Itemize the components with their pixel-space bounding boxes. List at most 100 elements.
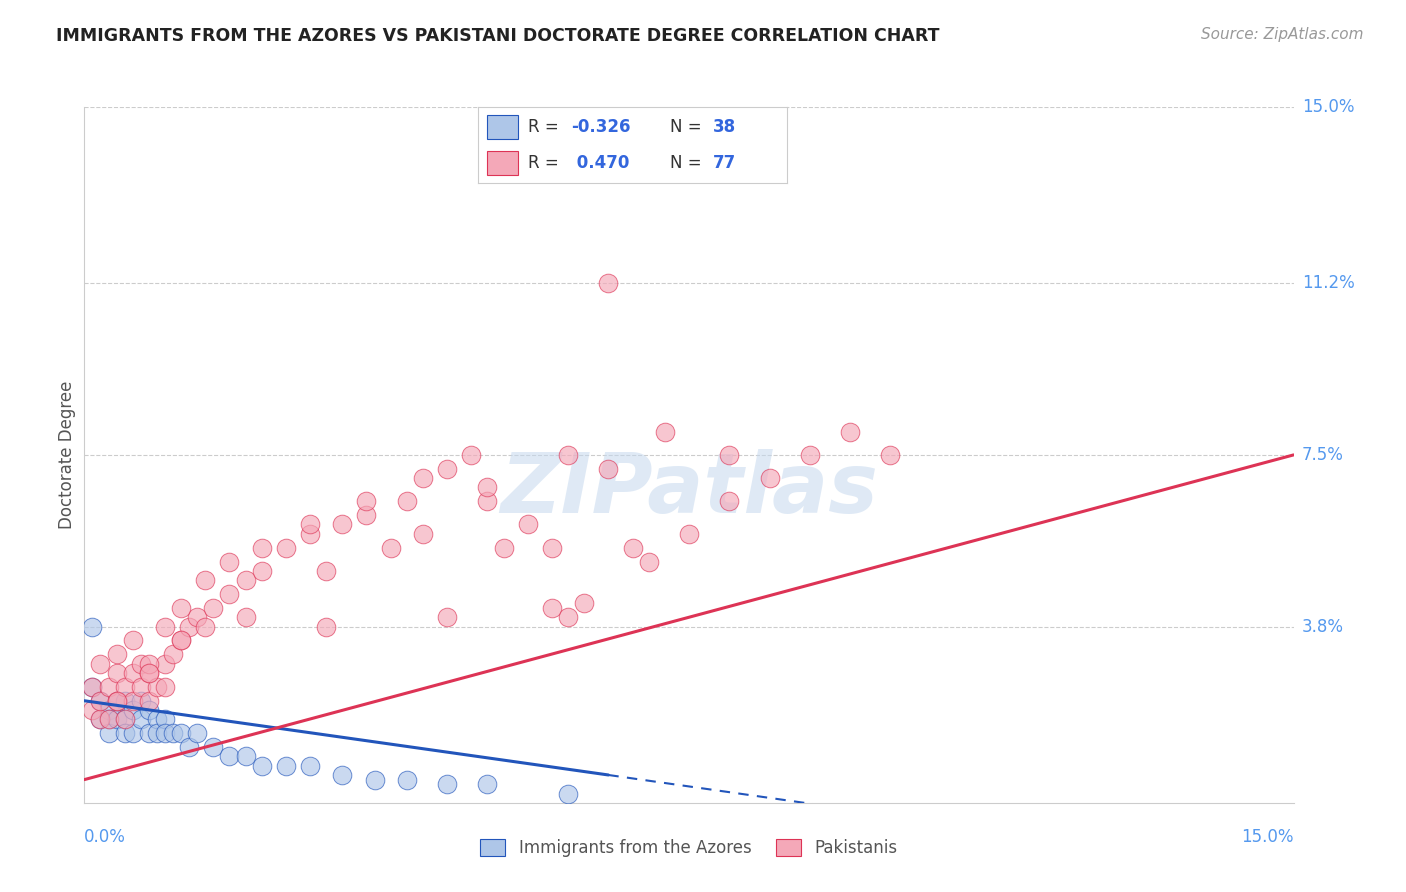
- Point: [138, 665, 160, 680]
- Point: [218, 555, 240, 569]
- Point: [129, 712, 152, 726]
- Point: [89, 657, 111, 671]
- Point: [557, 610, 579, 624]
- Point: [170, 633, 193, 648]
- Legend: Immigrants from the Azores, Pakistanis: Immigrants from the Azores, Pakistanis: [474, 832, 904, 864]
- Point: [97, 712, 120, 726]
- Point: [97, 726, 120, 740]
- Point: [412, 526, 434, 541]
- Y-axis label: Doctorate Degree: Doctorate Degree: [58, 381, 76, 529]
- Point: [718, 494, 741, 508]
- Point: [170, 633, 193, 648]
- Point: [138, 657, 160, 671]
- Text: N =: N =: [669, 118, 707, 136]
- Point: [114, 694, 136, 708]
- Point: [138, 694, 160, 708]
- Point: [557, 787, 579, 801]
- Point: [557, 448, 579, 462]
- Point: [97, 680, 120, 694]
- Point: [97, 712, 120, 726]
- Text: 15.0%: 15.0%: [1241, 828, 1294, 846]
- Point: [572, 596, 595, 610]
- Point: [162, 648, 184, 662]
- Point: [330, 517, 353, 532]
- Text: R =: R =: [527, 154, 564, 172]
- Point: [114, 712, 136, 726]
- Point: [89, 694, 111, 708]
- Point: [194, 619, 217, 633]
- Point: [299, 758, 322, 772]
- Text: 11.2%: 11.2%: [1302, 275, 1354, 293]
- Point: [299, 517, 322, 532]
- Point: [121, 726, 143, 740]
- Point: [250, 758, 273, 772]
- Point: [89, 712, 111, 726]
- Text: 0.0%: 0.0%: [84, 828, 127, 846]
- Point: [138, 703, 160, 717]
- Point: [274, 758, 297, 772]
- Text: 77: 77: [713, 154, 737, 172]
- Point: [82, 619, 104, 633]
- Text: -0.326: -0.326: [571, 118, 630, 136]
- Point: [621, 541, 644, 555]
- Point: [363, 772, 385, 787]
- Point: [516, 517, 538, 532]
- Point: [654, 425, 676, 439]
- Text: ZIPatlas: ZIPatlas: [501, 450, 877, 530]
- Point: [436, 462, 458, 476]
- Point: [637, 555, 659, 569]
- Text: 7.5%: 7.5%: [1302, 446, 1344, 464]
- Point: [879, 448, 901, 462]
- Text: 0.470: 0.470: [571, 154, 630, 172]
- Point: [170, 726, 193, 740]
- Point: [121, 633, 143, 648]
- Point: [179, 619, 201, 633]
- Point: [380, 541, 402, 555]
- Point: [186, 610, 208, 624]
- Point: [477, 494, 499, 508]
- Point: [250, 564, 273, 578]
- Point: [105, 665, 128, 680]
- Point: [839, 425, 862, 439]
- Point: [541, 541, 564, 555]
- Point: [179, 740, 201, 755]
- Text: Source: ZipAtlas.com: Source: ZipAtlas.com: [1201, 27, 1364, 42]
- Point: [146, 726, 169, 740]
- Point: [129, 694, 152, 708]
- Point: [82, 680, 104, 694]
- Point: [105, 694, 128, 708]
- Point: [121, 703, 143, 717]
- Point: [315, 564, 337, 578]
- Point: [82, 703, 104, 717]
- Point: [146, 680, 169, 694]
- Point: [412, 471, 434, 485]
- Text: N =: N =: [669, 154, 707, 172]
- Point: [492, 541, 515, 555]
- Point: [105, 694, 128, 708]
- Point: [114, 712, 136, 726]
- Point: [129, 680, 152, 694]
- Point: [114, 680, 136, 694]
- Point: [114, 726, 136, 740]
- Point: [202, 740, 225, 755]
- Point: [218, 587, 240, 601]
- Point: [138, 726, 160, 740]
- Point: [598, 462, 620, 476]
- Point: [598, 277, 620, 291]
- Point: [395, 772, 418, 787]
- Point: [153, 619, 176, 633]
- Point: [97, 703, 120, 717]
- Point: [105, 694, 128, 708]
- Point: [121, 665, 143, 680]
- Point: [356, 494, 378, 508]
- Point: [138, 665, 160, 680]
- Text: 38: 38: [713, 118, 737, 136]
- Point: [202, 601, 225, 615]
- Point: [153, 726, 176, 740]
- Point: [186, 726, 208, 740]
- Point: [170, 601, 193, 615]
- Point: [82, 680, 104, 694]
- Point: [153, 680, 176, 694]
- Point: [121, 694, 143, 708]
- Point: [129, 657, 152, 671]
